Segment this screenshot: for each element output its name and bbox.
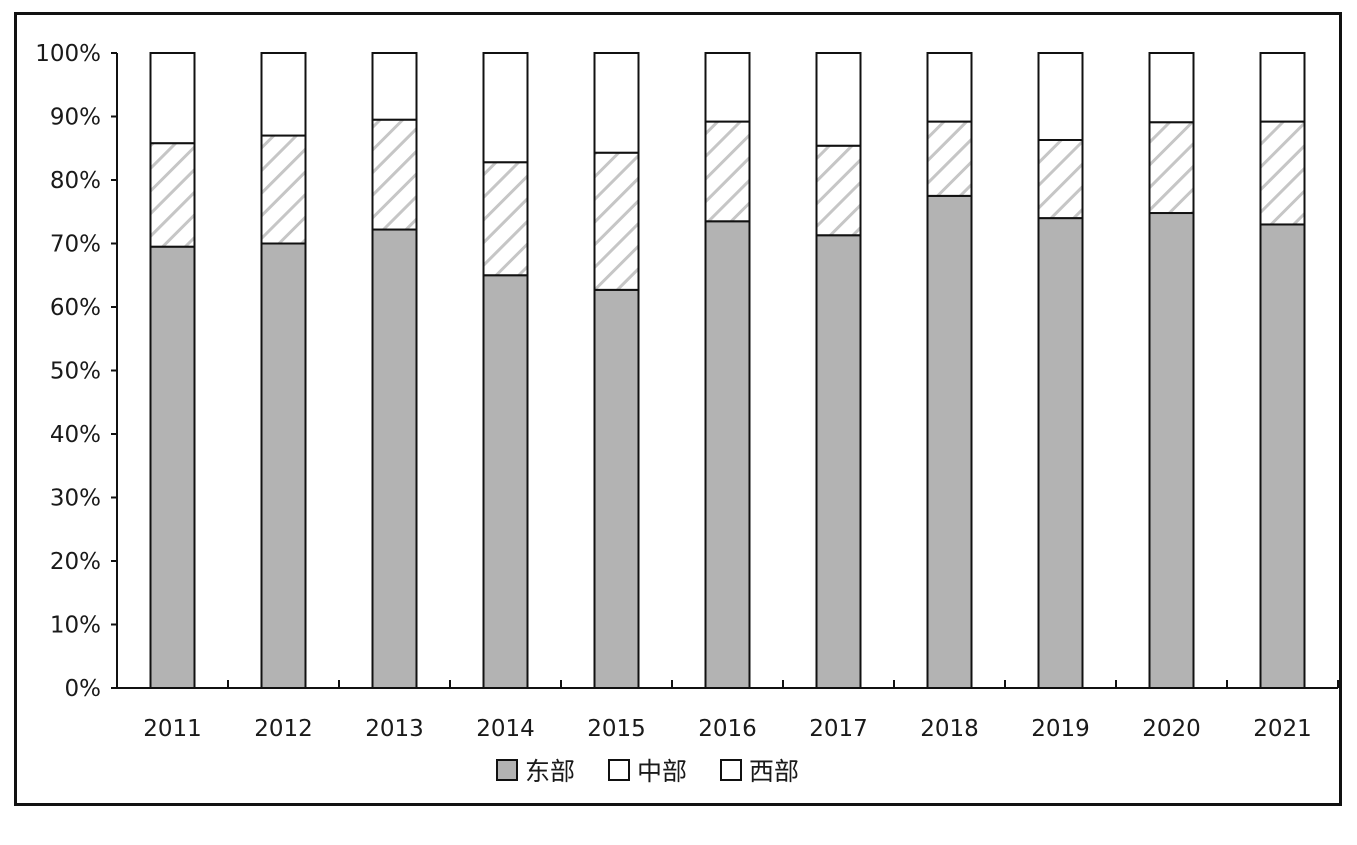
bar-2016-series-1 — [704, 220, 751, 689]
legend-swatch — [608, 759, 630, 781]
legend-swatch — [720, 759, 742, 781]
bar-2017-series-2 — [815, 144, 862, 237]
bar-2015-series-1 — [593, 288, 640, 689]
y-tick-label: 20% — [50, 549, 101, 575]
bar-2018-series-3 — [926, 52, 973, 123]
bar-2021-series-2 — [1259, 120, 1306, 226]
legend-swatch — [496, 759, 518, 781]
bar-2020-series-3 — [1148, 52, 1195, 124]
bar-2016-series-3 — [704, 52, 751, 123]
bar-2015-series-2 — [593, 151, 640, 291]
bar-2011-series-3 — [149, 52, 196, 145]
y-tick-label: 0% — [65, 676, 102, 702]
x-tick-label: 2015 — [587, 716, 646, 742]
bar-2012-series-1 — [260, 242, 307, 689]
y-tick-label: 70% — [50, 232, 101, 258]
x-tick-label: 2014 — [476, 716, 535, 742]
bar-2018-series-1 — [926, 194, 973, 689]
bar-2013-series-3 — [371, 52, 418, 121]
y-axis: 0% 10% 20% 30% 40% 50% 60% 70% 80% 90% 100% — [35, 41, 118, 702]
x-tick-label: 2019 — [1031, 716, 1090, 742]
bar-2020-series-1 — [1148, 212, 1195, 690]
x-tick-label: 2016 — [698, 716, 757, 742]
bar-series-group — [149, 52, 1306, 690]
x-tick-label: 2020 — [1142, 716, 1201, 742]
legend-label: 东部 — [525, 757, 575, 786]
bar-2018-series-2 — [926, 120, 973, 197]
bar-2013-series-2 — [371, 118, 418, 231]
bar-2019-series-3 — [1037, 52, 1084, 141]
bar-2013-series-1 — [371, 228, 418, 689]
x-tick-label: 2021 — [1253, 716, 1312, 742]
x-tick-label: 2017 — [809, 716, 868, 742]
bar-2014-series-3 — [482, 52, 529, 164]
legend-label: 西部 — [749, 757, 799, 786]
bar-2011-series-2 — [149, 142, 196, 248]
chart-frame — [14, 12, 1342, 806]
x-axis: 2011 2012 2013 2014 2015 2016 2017 2018 2019 2020… — [116, 680, 1339, 742]
y-tick-label: 60% — [50, 295, 101, 321]
bar-2017-series-3 — [815, 52, 862, 147]
bar-2019-series-1 — [1037, 217, 1084, 689]
bar-2019-series-2 — [1037, 138, 1084, 220]
bar-2012-series-2 — [260, 134, 307, 245]
bar-2015-series-3 — [593, 52, 640, 154]
bar-2021-series-3 — [1259, 52, 1306, 123]
bar-2011-series-1 — [149, 245, 196, 690]
x-tick-label: 2011 — [143, 716, 202, 742]
x-tick-label: 2012 — [254, 716, 313, 742]
y-tick-label: 30% — [50, 486, 101, 512]
bar-2020-series-2 — [1148, 121, 1195, 215]
bar-2017-series-1 — [815, 234, 862, 689]
bar-2014-series-1 — [482, 274, 529, 689]
bar-2021-series-1 — [1259, 223, 1306, 689]
y-tick-label: 100% — [35, 41, 101, 67]
y-tick-label: 10% — [50, 613, 101, 639]
y-tick-label: 90% — [50, 105, 101, 131]
y-tick-label: 80% — [50, 168, 101, 194]
legend: 东部 中部 西部 — [496, 757, 799, 786]
x-tick-label: 2013 — [365, 716, 424, 742]
x-tick-label: 2018 — [920, 716, 979, 742]
legend-label: 中部 — [637, 757, 687, 786]
y-tick-label: 40% — [50, 422, 101, 448]
y-tick-label: 50% — [50, 359, 101, 385]
bar-2012-series-3 — [260, 52, 307, 137]
bar-2016-series-2 — [704, 120, 751, 223]
bar-2014-series-2 — [482, 161, 529, 277]
